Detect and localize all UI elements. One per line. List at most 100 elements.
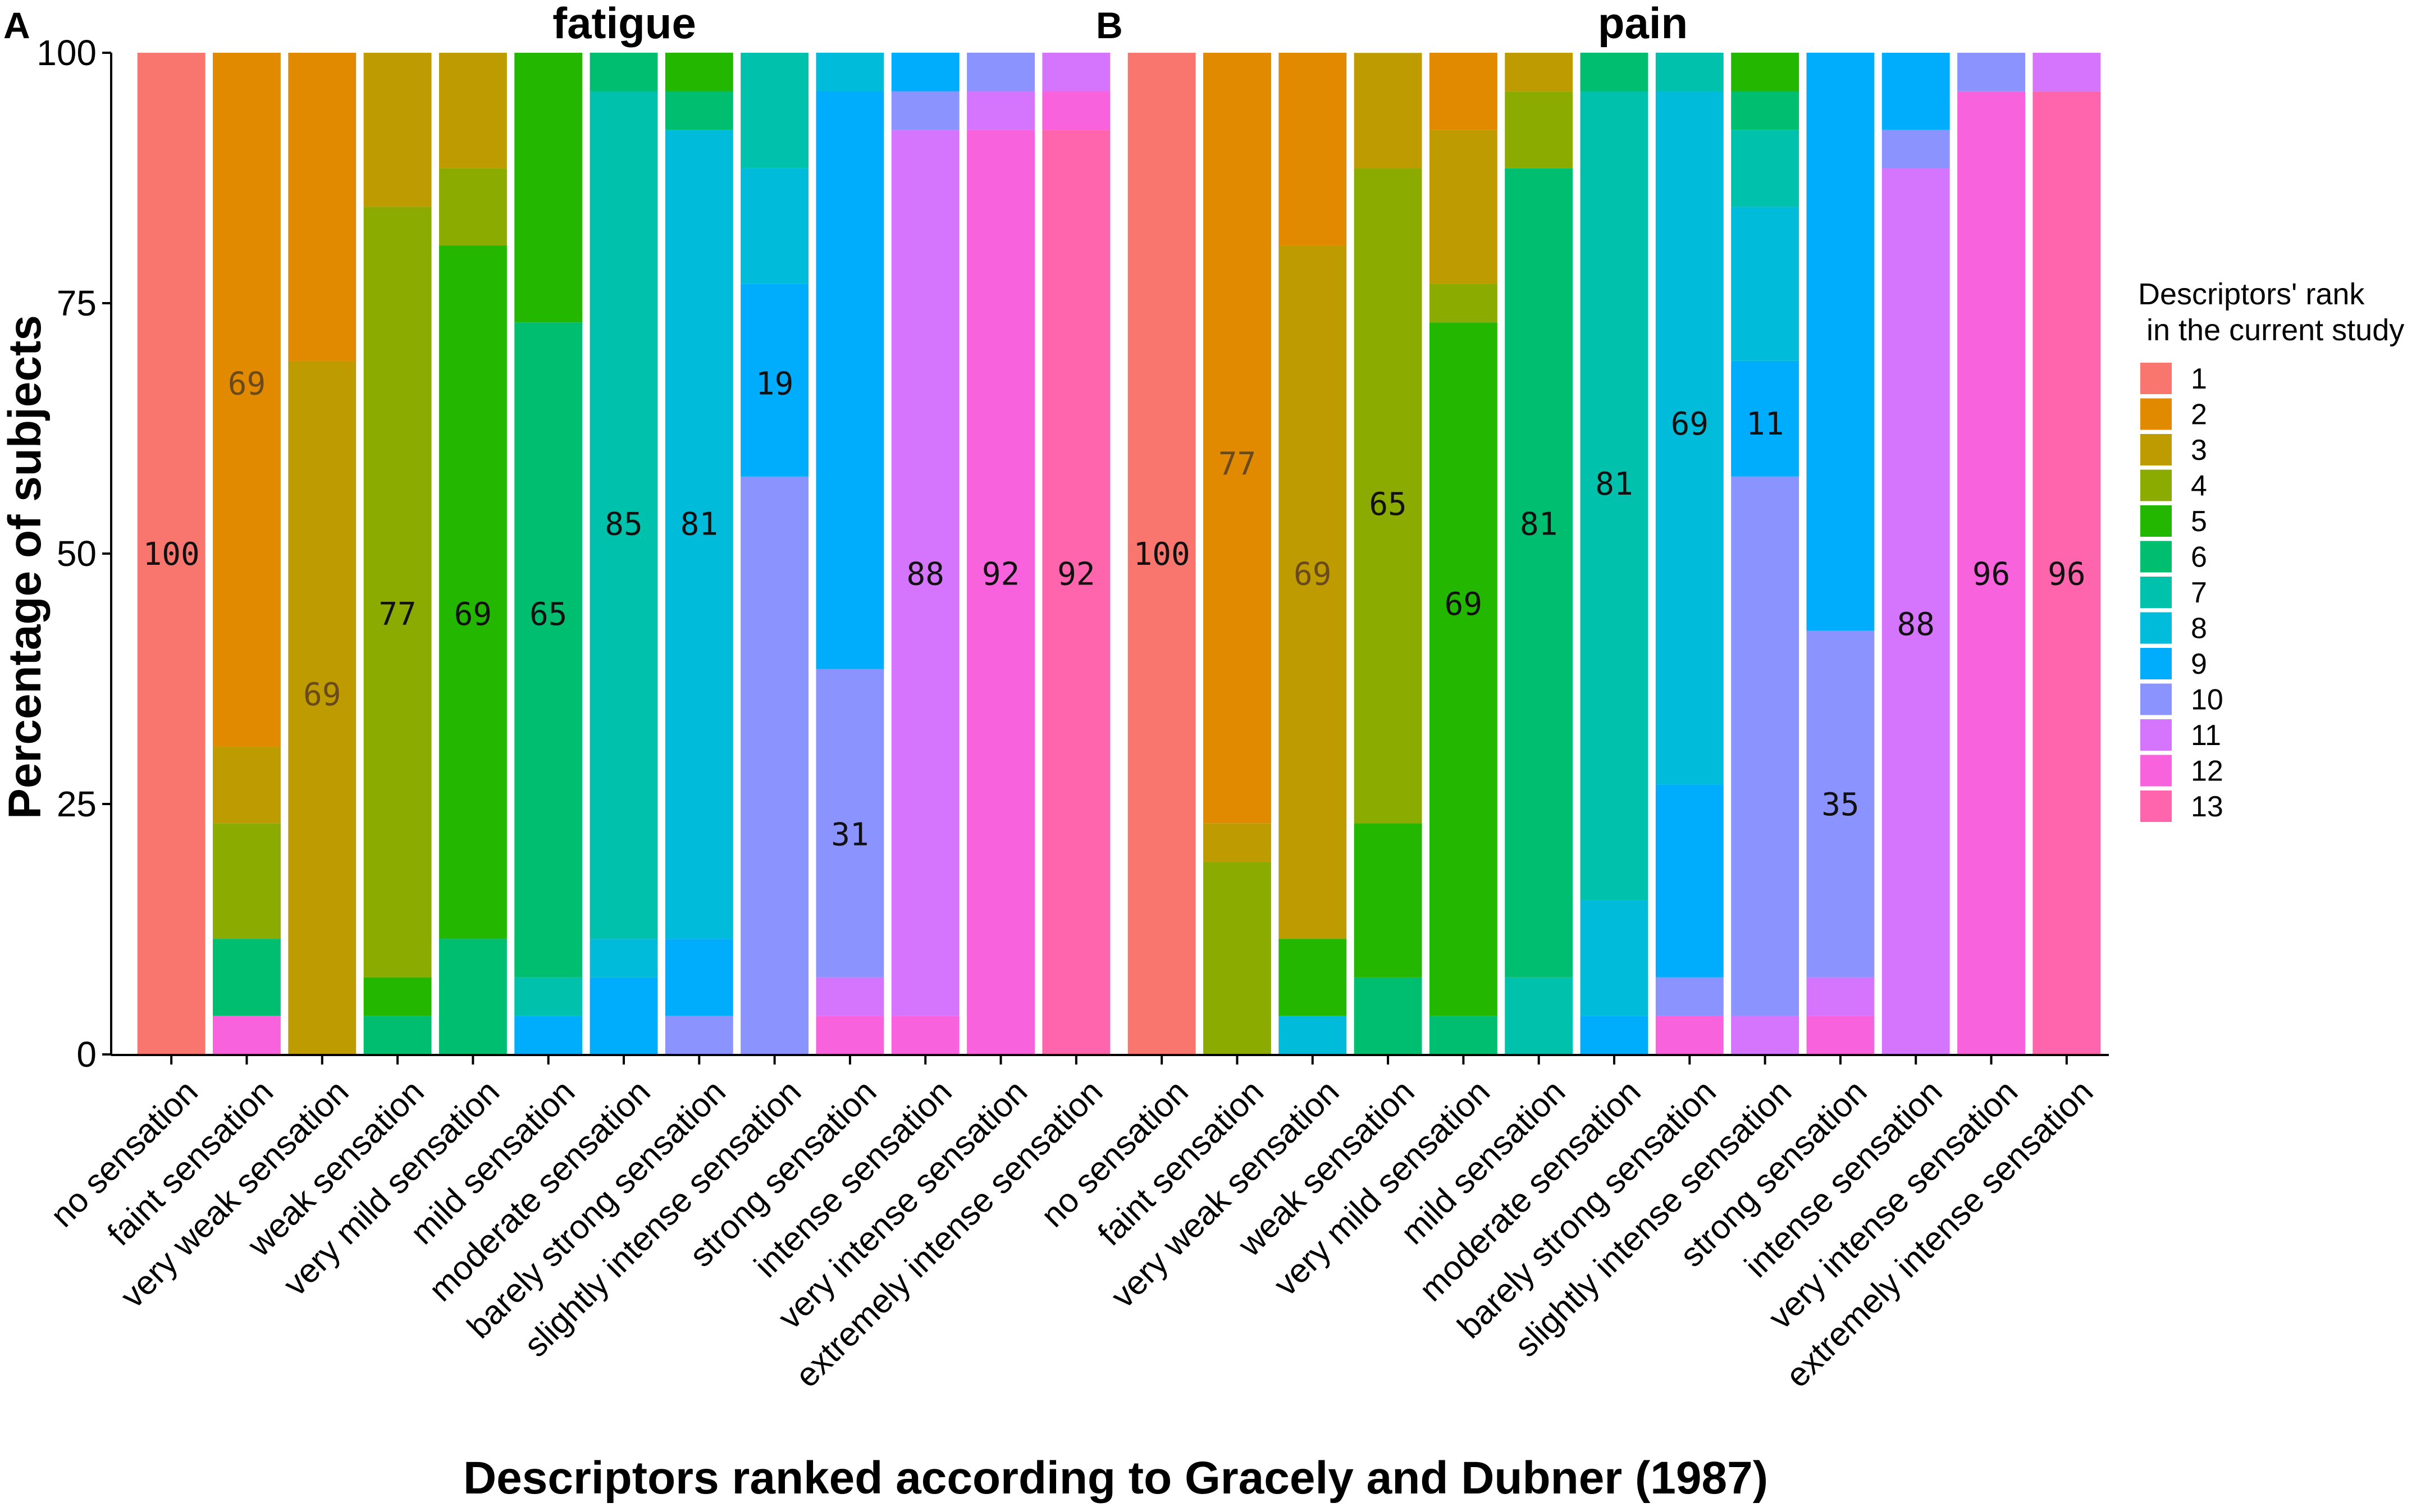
bar-label-b-moderate-sensation: 81	[1595, 466, 1633, 503]
bar-segment-b-moderate-sensation-rank-7	[1580, 91, 1648, 901]
bar-segment-b-barely-strong-sensation-rank-9	[1655, 784, 1724, 977]
legend-label-11: 11	[2191, 719, 2221, 752]
bar-segment-b-very-mild-sensation-rank-2	[1429, 53, 1497, 130]
bar-segment-b-slightly-intense-sensation-rank-11	[1731, 1016, 1799, 1054]
bar-segment-a-strong-sensation-rank-10	[816, 669, 884, 977]
bar-segment-a-very-mild-sensation-rank-3	[439, 53, 507, 168]
legend-swatch-10	[2140, 683, 2172, 715]
legend-swatch-2	[2140, 398, 2172, 430]
bar-label-a-strong-sensation: 31	[831, 817, 869, 853]
legend-swatch-13	[2140, 791, 2172, 822]
bar-label-a-mild-sensation: 65	[529, 596, 567, 633]
panel-a-title: fatigue	[552, 0, 696, 48]
legend-label-3: 3	[2191, 434, 2207, 467]
bar-segment-a-very-mild-sensation-rank-5	[439, 245, 507, 939]
bar-segment-a-strong-sensation-rank-8	[816, 52, 884, 92]
bar-segment-b-faint-sensation-rank-4	[1203, 861, 1271, 1054]
y-tick-label-75: 75	[57, 283, 97, 323]
bar-label-b-weak-sensation: 65	[1369, 486, 1406, 523]
bar-segment-b-very-weak-sensation-rank-5	[1278, 939, 1347, 1016]
bar-segment-a-faint-sensation-rank-4	[213, 823, 281, 939]
bar-segment-a-extremely-intense-sensation-rank-11	[1042, 52, 1111, 92]
bar-label-b-very-mild-sensation: 69	[1445, 586, 1482, 623]
bar-label-b-very-intense-sensation: 96	[1972, 556, 2010, 593]
bar-segment-b-very-mild-sensation-rank-3	[1429, 130, 1497, 284]
bar-segment-b-mild-sensation-rank-7	[1505, 977, 1573, 1054]
legend-swatch-1	[2140, 363, 2172, 394]
bar-segment-a-moderate-sensation-rank-7	[590, 91, 658, 939]
bar-segment-b-very-weak-sensation-rank-2	[1278, 53, 1347, 246]
bar-label-a-intense-sensation: 88	[907, 556, 944, 593]
bar-segment-a-barely-strong-sensation-rank-9	[665, 939, 733, 1016]
bar-segment-a-moderate-sensation-rank-8	[590, 939, 658, 977]
bar-segment-b-barely-strong-sensation-rank-10	[1655, 977, 1724, 1016]
legend-label-2: 2	[2191, 399, 2207, 431]
bar-segment-a-mild-sensation-rank-7	[514, 977, 583, 1016]
bar-segment-a-mild-sensation-rank-5	[514, 53, 583, 323]
bar-segment-a-very-mild-sensation-rank-6	[439, 939, 507, 1054]
y-tick-label-100: 100	[36, 33, 97, 73]
bar-label-b-faint-sensation: 77	[1218, 446, 1256, 482]
bar-label-a-faint-sensation: 69	[228, 366, 266, 403]
bar-segment-b-very-mild-sensation-rank-4	[1429, 284, 1497, 323]
bar-label-a-moderate-sensation: 85	[605, 506, 642, 542]
bar-segment-b-extremely-intense-sensation-rank-13	[2032, 91, 2101, 1055]
bar-segment-b-barely-strong-sensation-rank-8	[1655, 91, 1724, 785]
x-axis-title: Descriptors ranked according to Gracely …	[463, 1452, 1768, 1504]
legend-swatch-6	[2140, 541, 2172, 573]
bar-segment-b-weak-sensation-rank-4	[1354, 168, 1422, 824]
bar-segment-b-mild-sensation-rank-6	[1505, 168, 1573, 977]
bar-segment-a-barely-strong-sensation-rank-8	[665, 130, 733, 939]
bar-segment-a-weak-sensation-rank-4	[363, 207, 432, 977]
bar-segment-a-intense-sensation-rank-11	[891, 130, 960, 1016]
bar-label-b-barely-strong-sensation: 69	[1671, 406, 1709, 442]
bar-segment-b-weak-sensation-rank-5	[1354, 823, 1422, 977]
bar-label-a-very-mild-sensation: 69	[454, 596, 492, 633]
bar-segment-b-intense-sensation-rank-11	[1881, 168, 1950, 1055]
bar-segment-b-intense-sensation-rank-10	[1881, 130, 1950, 168]
bar-segment-a-very-weak-sensation-rank-3	[288, 360, 357, 1055]
bar-segment-b-mild-sensation-rank-4	[1505, 91, 1573, 168]
bar-segment-b-barely-strong-sensation-rank-12	[1655, 1016, 1724, 1054]
legend-swatch-11	[2140, 719, 2172, 751]
bar-label-a-extremely-intense-sensation: 92	[1057, 556, 1095, 593]
bar-label-b-extremely-intense-sensation: 96	[2048, 556, 2085, 593]
bar-segment-a-slightly-intense-sensation-rank-7	[741, 53, 809, 168]
legend-label-10: 10	[2191, 684, 2223, 716]
bar-segment-a-no-sensation-rank-1	[137, 53, 205, 1054]
bar-segment-a-barely-strong-sensation-rank-6	[665, 91, 733, 130]
legend-swatch-7	[2140, 577, 2172, 608]
bar-segment-a-slightly-intense-sensation-rank-10	[741, 476, 809, 1054]
legend-swatch-3	[2140, 434, 2172, 465]
legend-swatch-8	[2140, 612, 2172, 644]
bar-segment-a-faint-sensation-rank-2	[213, 53, 281, 747]
bar-segment-a-intense-sensation-rank-12	[891, 1016, 960, 1054]
legend-label-12: 12	[2191, 755, 2223, 788]
bar-segment-b-weak-sensation-rank-3	[1354, 53, 1422, 169]
bar-segment-b-strong-sensation-rank-12	[1806, 1016, 1875, 1054]
bar-segment-a-weak-sensation-rank-6	[363, 1016, 432, 1054]
bar-segment-a-strong-sensation-rank-12	[816, 1016, 884, 1054]
legend-swatch-9	[2140, 648, 2172, 679]
bar-label-b-intense-sensation: 88	[1897, 606, 1935, 643]
bar-segment-a-extremely-intense-sensation-rank-12	[1042, 91, 1111, 130]
legend-title-line1: Descriptors' rank	[2138, 277, 2365, 311]
bar-segment-a-slightly-intense-sensation-rank-9	[741, 284, 809, 477]
legend-swatch-4	[2140, 469, 2172, 501]
bar-segment-b-very-mild-sensation-rank-6	[1429, 1016, 1497, 1054]
bar-segment-a-intense-sensation-rank-10	[891, 91, 960, 130]
bar-segment-a-intense-sensation-rank-9	[891, 52, 960, 92]
bar-label-a-slightly-intense-sensation: 19	[756, 366, 793, 403]
bar-segment-a-very-weak-sensation-rank-2	[288, 53, 357, 361]
bar-label-a-weak-sensation: 77	[378, 596, 416, 633]
bar-label-b-no-sensation: 100	[1134, 536, 1190, 573]
legend-title-line2: in the current study	[2138, 313, 2404, 347]
y-axis-title: Percentage of subjects	[0, 315, 51, 819]
bar-segment-a-barely-strong-sensation-rank-10	[665, 1016, 733, 1054]
legend-label-7: 7	[2191, 577, 2207, 609]
bar-segment-a-very-intense-sensation-rank-12	[967, 130, 1035, 1055]
bar-segment-b-faint-sensation-rank-3	[1203, 823, 1271, 862]
bar-segment-a-weak-sensation-rank-5	[363, 977, 432, 1016]
